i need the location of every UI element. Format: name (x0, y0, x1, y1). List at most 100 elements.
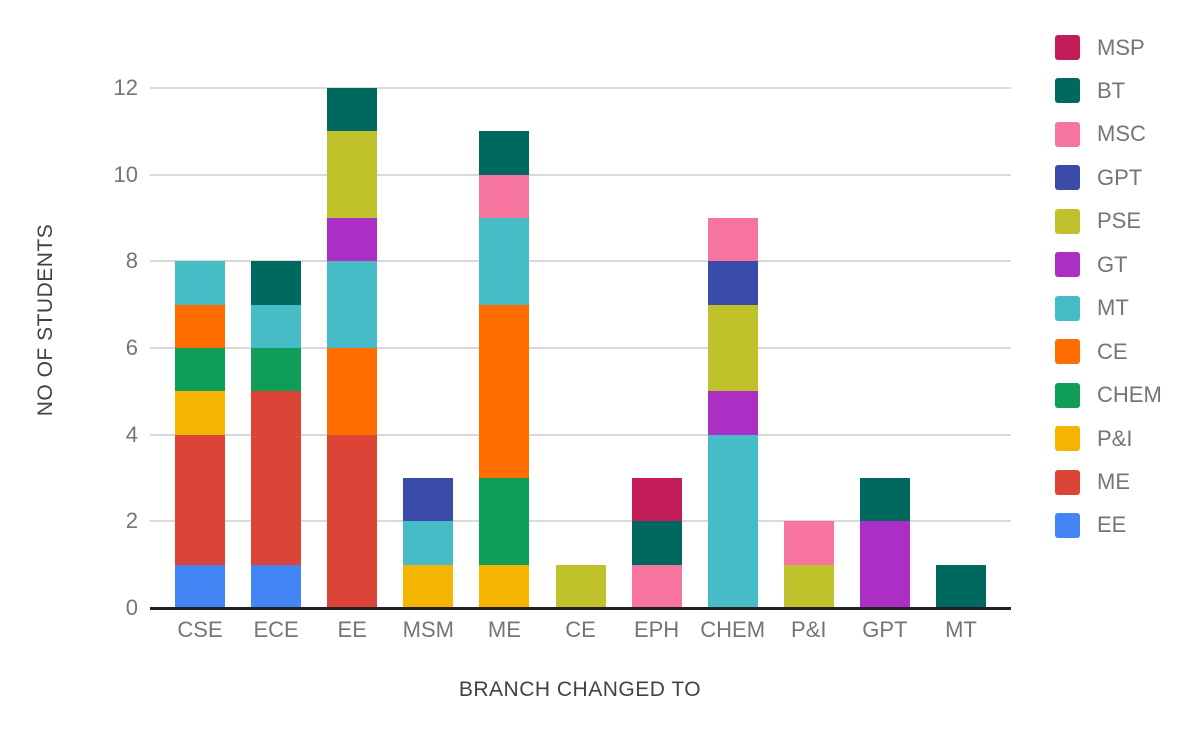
legend-item-gt[interactable]: GT (1055, 252, 1128, 278)
bar-segment-me[interactable] (251, 391, 302, 565)
legend-label: P&I (1097, 425, 1133, 451)
y-tick-label: 12 (113, 75, 138, 100)
legend-swatch (1055, 339, 1080, 365)
gridline (150, 173, 1011, 176)
legend-item-gpt[interactable]: GPT (1055, 165, 1142, 191)
legend-label: MSP (1097, 34, 1145, 60)
bar-segment-chem[interactable] (479, 478, 530, 565)
bar-segment-mt[interactable] (707, 434, 758, 608)
bar-segment-bt[interactable] (631, 521, 682, 565)
bar-segment-me[interactable] (175, 434, 226, 565)
legend-label: ME (1097, 469, 1130, 494)
x-category-label: EPH (633, 617, 680, 642)
bar-segment-mt[interactable] (251, 304, 302, 348)
bar-segment-mt[interactable] (175, 261, 226, 305)
bar-segment-ee[interactable] (251, 564, 302, 608)
bar-segment-mt[interactable] (403, 521, 454, 565)
legend-swatch (1055, 252, 1080, 278)
legend-label: GPT (1097, 164, 1143, 190)
bar-segment-msc[interactable] (479, 174, 530, 218)
legend-swatch (1055, 426, 1080, 452)
bar-segment-gpt[interactable] (707, 261, 758, 305)
legend-label: PSE (1097, 208, 1142, 234)
bar-segment-msp[interactable] (631, 478, 682, 522)
bar-segment-pse[interactable] (327, 131, 378, 218)
bar-segment-ce[interactable] (327, 348, 378, 435)
x-category-label: CE (565, 617, 596, 642)
bar-segment-pse[interactable] (707, 304, 758, 392)
legend-item-msc[interactable]: MSC (1055, 121, 1146, 147)
bar-segment-chem[interactable] (251, 348, 302, 392)
legend-item-me[interactable]: ME (1055, 469, 1130, 495)
bar-segment-mt[interactable] (479, 218, 530, 305)
x-category-label: EE (337, 617, 367, 642)
bar-segment-me[interactable] (327, 434, 378, 608)
x-axis-line (150, 607, 1011, 610)
x-category-label: MT (945, 617, 977, 642)
legend-item-bt[interactable]: BT (1055, 78, 1125, 104)
legend-label: CE (1097, 338, 1128, 364)
bar-segment-bt[interactable] (859, 478, 910, 522)
legend-swatch (1055, 78, 1080, 104)
gridline (150, 433, 1011, 436)
legend-swatch (1055, 121, 1080, 147)
bar-segment-msc[interactable] (783, 521, 834, 565)
bar-segment-gt[interactable] (707, 391, 758, 435)
legend-item-pse[interactable]: PSE (1055, 208, 1141, 234)
x-category-label: GPT (862, 617, 908, 642)
bar-segment-pi[interactable] (479, 564, 530, 608)
bar-segment-msc[interactable] (631, 564, 682, 608)
gridline (150, 260, 1011, 263)
legend-swatch (1055, 208, 1080, 234)
bar-segment-bt[interactable] (251, 261, 302, 305)
bar-segment-gpt[interactable] (403, 478, 454, 522)
bar-segment-gt[interactable] (859, 521, 910, 608)
legend-item-msp[interactable]: MSP (1055, 35, 1145, 61)
bar-segment-bt[interactable] (327, 88, 378, 132)
bar-segment-ce[interactable] (479, 304, 530, 478)
bar-segment-mt[interactable] (327, 261, 378, 348)
y-tick-label: 8 (125, 248, 138, 274)
bar-segment-pi[interactable] (403, 564, 454, 608)
legend-item-chem[interactable]: CHEM (1055, 382, 1162, 408)
legend-item-pi[interactable]: P&I (1055, 426, 1132, 452)
bar-segment-gt[interactable] (327, 218, 378, 262)
legend-label: GT (1097, 251, 1128, 277)
legend-label: EE (1097, 512, 1127, 538)
bar-segment-pse[interactable] (555, 564, 606, 608)
legend-label: BT (1097, 77, 1126, 103)
legend: MSP BT MSC GPT PSE GT MT CE CHEM P&I ME EE (1055, 0, 1195, 560)
bar-segment-ce[interactable] (175, 304, 226, 348)
x-category-label: CSE (177, 617, 223, 642)
bar-segment-pse[interactable] (783, 564, 834, 608)
legend-item-ee[interactable]: EE (1055, 512, 1126, 538)
x-category-label: ME (487, 617, 521, 642)
legend-swatch (1055, 295, 1080, 321)
gridline (150, 347, 1011, 349)
legend-swatch (1055, 512, 1080, 538)
legend-swatch (1055, 382, 1080, 408)
legend-swatch (1055, 35, 1080, 60)
bar-segment-chem[interactable] (175, 348, 226, 392)
gridline (150, 87, 1011, 89)
y-tick-label: 2 (125, 508, 138, 534)
legend-label: MSC (1097, 121, 1146, 147)
x-category-label: MSM (402, 617, 454, 642)
legend-swatch (1055, 469, 1080, 495)
x-category-label: CHEM (700, 617, 766, 642)
y-axis-title: NO OF STUDENTS (34, 223, 57, 417)
legend-label: CHEM (1097, 382, 1162, 408)
bar-segment-bt[interactable] (479, 131, 530, 175)
legend-item-mt[interactable]: MT (1055, 295, 1129, 321)
gridline (150, 520, 1011, 523)
y-tick-label: 6 (125, 335, 138, 360)
x-category-label: ECE (253, 617, 299, 642)
x-category-label: P&I (791, 617, 827, 642)
bar-segment-msc[interactable] (707, 218, 758, 262)
bar-segment-ee[interactable] (175, 564, 226, 608)
bar-segment-bt[interactable] (935, 564, 986, 608)
bar-segment-pi[interactable] (175, 391, 226, 435)
legend-item-ce[interactable]: CE (1055, 339, 1128, 365)
legend-label: MT (1097, 295, 1129, 321)
